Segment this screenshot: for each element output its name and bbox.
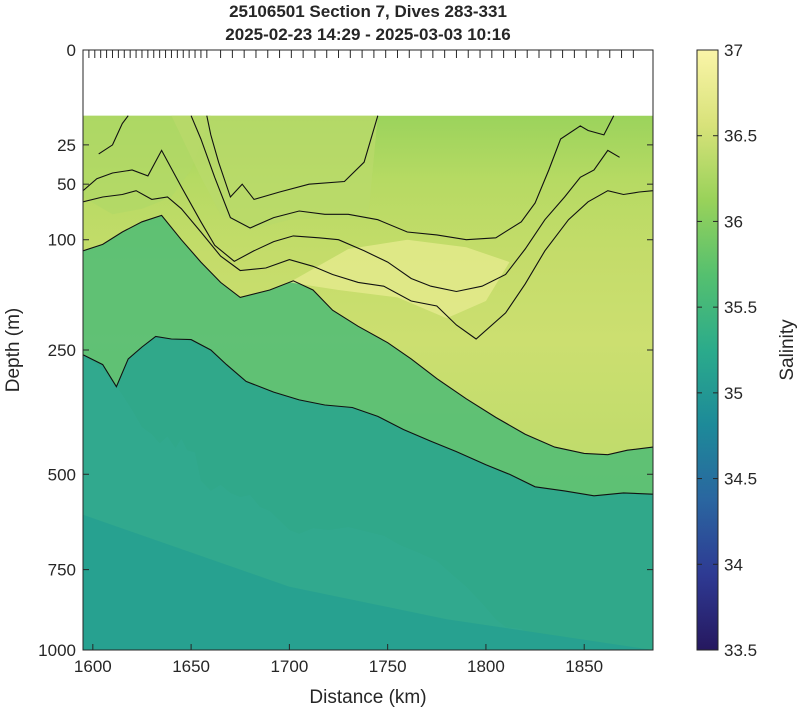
contour-line: [83, 214, 653, 456]
y-axis: 0 25 50 100 250 500 750 1000: [38, 41, 653, 660]
contour-line: [83, 149, 620, 293]
y-tick-label: 750: [48, 561, 76, 580]
salinity-band: [171, 115, 378, 230]
colorbar-tick-label: 36: [724, 212, 743, 231]
x-axis-label: Distance (km): [309, 687, 426, 708]
colorbar-tick-label: 33.5: [724, 641, 757, 660]
contour-line: [83, 190, 653, 340]
colorbar-tick-label: 37: [724, 41, 743, 60]
y-tick-label: 0: [67, 41, 76, 60]
x-tick-label: 1750: [369, 657, 407, 676]
x-axis: 1600 1650 1700 1750 1800 1850: [74, 644, 603, 676]
x-tick-label: 1800: [467, 657, 505, 676]
y-tick-label: 500: [48, 465, 76, 484]
colorbar-ticks: 33.5 34 34.5 35 35.5 36 36.5 37: [697, 41, 757, 660]
chart-subtitle: 2025-02-23 14:29 - 2025-03-03 10:16: [225, 25, 510, 44]
x-tick-label: 1600: [74, 657, 112, 676]
contour-line: [98, 115, 129, 155]
x-tick-label: 1650: [172, 657, 210, 676]
colorbar-tick-label: 36.5: [724, 127, 757, 146]
x-tick-label: 1700: [270, 657, 308, 676]
salinity-band: [83, 514, 653, 650]
contour-line: [206, 115, 379, 201]
x-tick-label: 1850: [565, 657, 603, 676]
dive-ticks: [82, 50, 634, 58]
y-tick-label: 100: [48, 231, 76, 250]
colorbar-tick-label: 35: [724, 384, 743, 403]
colorbar-tick-label: 34.5: [724, 470, 757, 489]
colorbar-tick-label: 35.5: [724, 298, 757, 317]
y-axis-label: Depth (m): [3, 308, 24, 392]
contour-line: [190, 115, 615, 241]
chart-title: 25106501 Section 7, Dives 283-331: [229, 2, 507, 21]
salinity-core: [289, 239, 510, 319]
y-tick-label: 250: [48, 341, 76, 360]
colorbar-tick-label: 34: [724, 555, 743, 574]
y-tick-label: 1000: [38, 641, 76, 660]
y-tick-label: 50: [57, 175, 76, 194]
colorbar-label: Salinity: [777, 319, 798, 381]
y-tick-label: 25: [57, 136, 76, 155]
colorbar: [696, 49, 719, 651]
contour-line: [83, 335, 653, 497]
